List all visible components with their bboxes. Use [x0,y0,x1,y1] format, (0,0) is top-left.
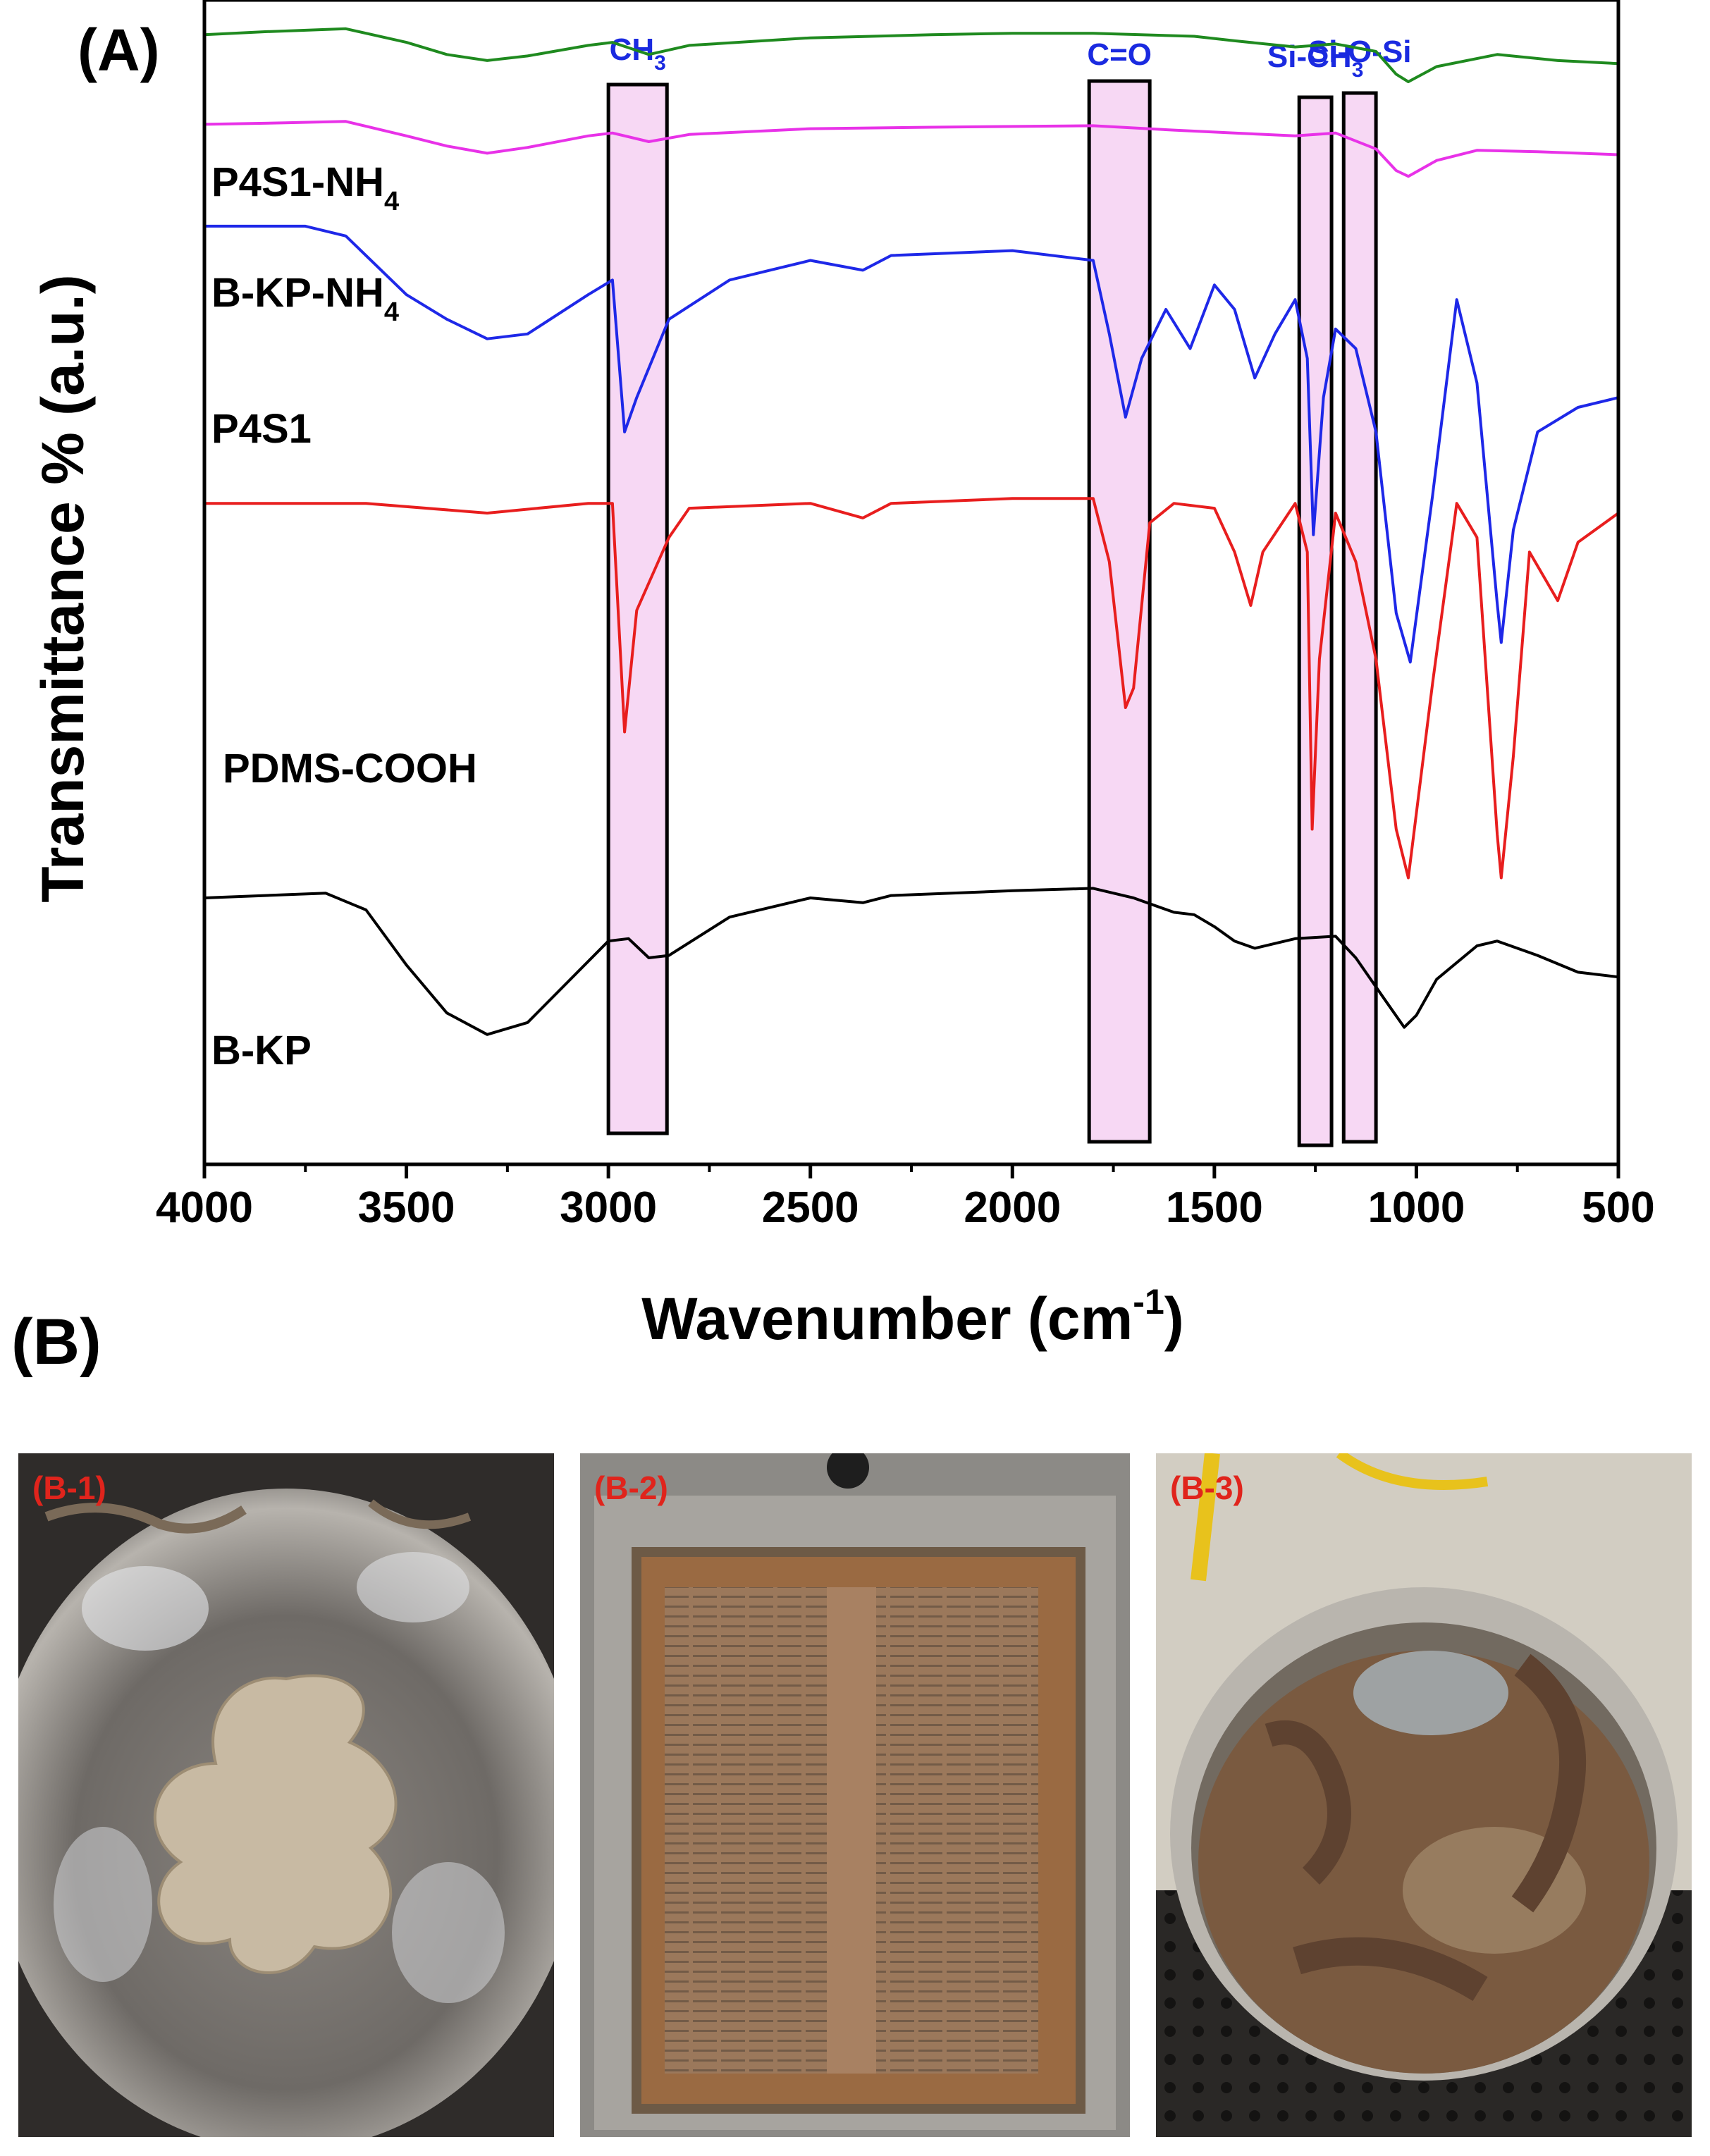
series-line-0 [204,27,1619,83]
x-tick-label-1: 3500 [358,1183,455,1232]
band-label-3: Si-O-Si [1308,35,1412,69]
photo-b3-label: (B-3) [1170,1470,1244,1506]
photo-b3: (B-3) [1156,1453,1692,2137]
series-labels: P4S1-NH4 B-KP-NH4 P4S1 PDMS-COOH B-KP [211,159,477,1073]
x-tick-label-3: 2500 [762,1183,859,1232]
series-label-0: P4S1-NH4 [211,159,399,216]
series-label-4: B-KP [211,1028,312,1073]
series-label-3: PDMS-COOH [223,746,477,791]
series-line-4 [204,887,1619,1036]
series-label-2: P4S1 [211,406,312,452]
photo-b1: (B-1) [18,1453,554,2137]
photo-b1-label: (B-1) [32,1470,106,1506]
press-plate-image [580,1453,1130,2137]
x-axis-label: Wavenumber (cm-1) [641,1282,1184,1352]
x-axis-label-close: ) [1164,1286,1184,1352]
series-line-3 [204,497,1620,880]
band-label-1: C=O [1087,37,1152,72]
photo-b2: (B-2) [580,1453,1130,2137]
band-2 [1297,95,1334,1147]
series-line-1 [204,120,1619,178]
slurry-pot-image [1156,1453,1692,2137]
x-tick-label-5: 1500 [1166,1183,1263,1232]
band-1 [1087,79,1152,1144]
series-label-1: B-KP-NH4 [211,270,399,327]
spectra [204,27,1620,1036]
panel-b-label: (B) [11,1306,102,1378]
x-tick-label-2: 3000 [560,1183,657,1232]
x-axis-label-sup: -1 [1133,1282,1164,1322]
x-tick-label-4: 2000 [964,1183,1061,1232]
x-tick-label-0: 4000 [156,1183,253,1232]
band-3 [1341,91,1378,1144]
series-line-2 [204,224,1619,664]
photo-b2-label: (B-2) [594,1470,668,1506]
x-axis-label-main: Wavenumber (cm [641,1286,1133,1352]
x-tick-label-6: 1000 [1367,1183,1465,1232]
mixing-bowl-image [18,1453,554,2137]
x-tick-label-7: 500 [1582,1183,1654,1232]
x-axis: 4000 3500 3000 2500 2000 1500 1000 500 [156,1164,1655,1232]
panel-a-label: (A) [78,17,160,83]
y-axis-label: Transmittance % (a.u.) [30,274,96,903]
